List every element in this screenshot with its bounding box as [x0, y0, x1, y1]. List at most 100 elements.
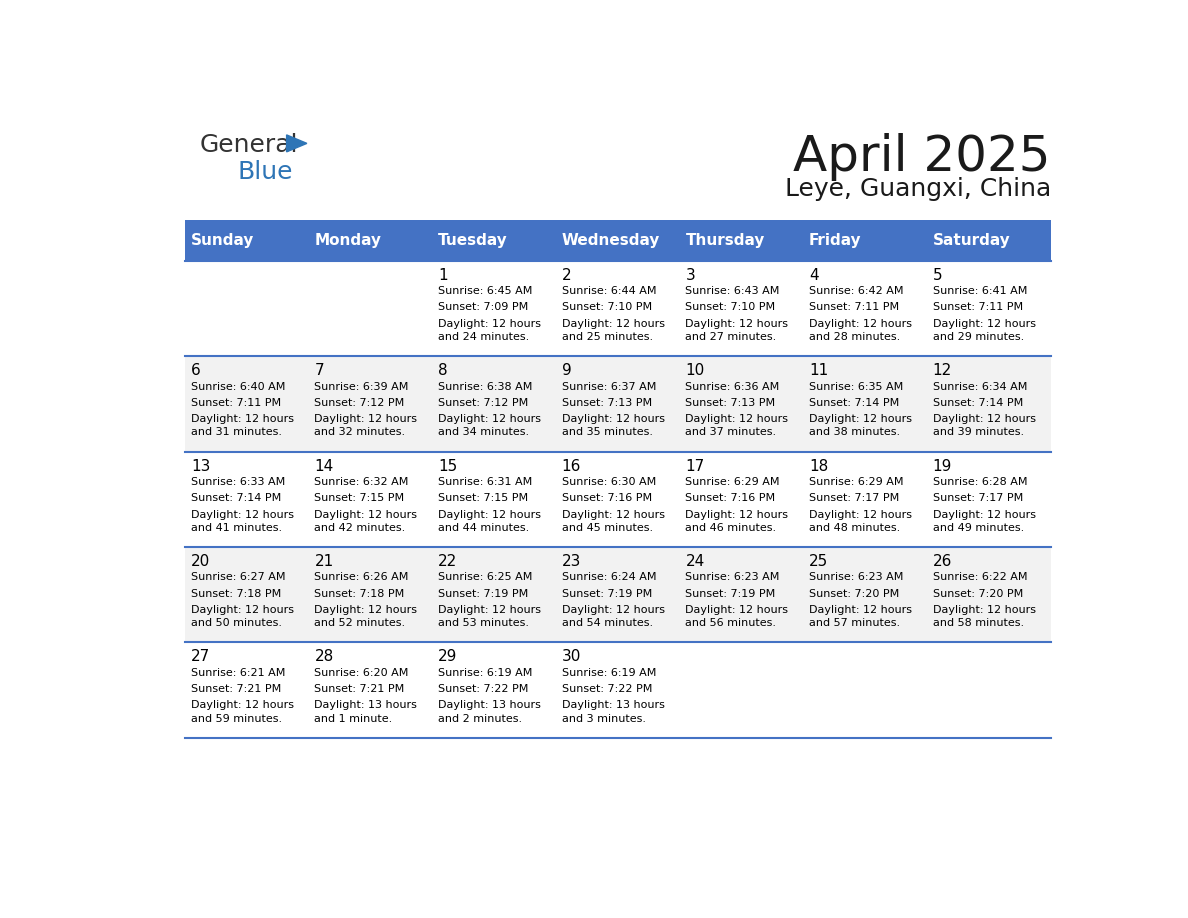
Text: Sunset: 7:19 PM: Sunset: 7:19 PM — [438, 588, 529, 599]
Text: Sunrise: 6:36 AM: Sunrise: 6:36 AM — [685, 382, 779, 392]
Polygon shape — [286, 135, 307, 151]
Bar — [185, 356, 1051, 452]
Text: Sunrise: 6:41 AM: Sunrise: 6:41 AM — [933, 286, 1028, 297]
Text: 4: 4 — [809, 268, 819, 283]
Text: Sunrise: 6:29 AM: Sunrise: 6:29 AM — [809, 477, 904, 487]
Text: 30: 30 — [562, 650, 581, 665]
Text: Daylight: 12 hours
and 52 minutes.: Daylight: 12 hours and 52 minutes. — [315, 605, 417, 628]
Text: Sunrise: 6:23 AM: Sunrise: 6:23 AM — [685, 573, 779, 582]
Text: Blue: Blue — [238, 160, 293, 184]
Text: Sunrise: 6:44 AM: Sunrise: 6:44 AM — [562, 286, 656, 297]
Text: Daylight: 13 hours
and 1 minute.: Daylight: 13 hours and 1 minute. — [315, 700, 417, 723]
Text: Daylight: 12 hours
and 35 minutes.: Daylight: 12 hours and 35 minutes. — [562, 414, 665, 437]
Text: Sunset: 7:13 PM: Sunset: 7:13 PM — [562, 397, 652, 408]
Text: Sunset: 7:18 PM: Sunset: 7:18 PM — [315, 588, 405, 599]
Text: Daylight: 12 hours
and 56 minutes.: Daylight: 12 hours and 56 minutes. — [685, 605, 789, 628]
Text: Sunset: 7:10 PM: Sunset: 7:10 PM — [685, 302, 776, 312]
Text: Sunrise: 6:43 AM: Sunrise: 6:43 AM — [685, 286, 779, 297]
Text: 12: 12 — [933, 364, 952, 378]
Text: Daylight: 12 hours
and 29 minutes.: Daylight: 12 hours and 29 minutes. — [933, 319, 1036, 341]
Text: Sunrise: 6:25 AM: Sunrise: 6:25 AM — [438, 573, 532, 582]
Text: Daylight: 12 hours
and 34 minutes.: Daylight: 12 hours and 34 minutes. — [438, 414, 541, 437]
Text: Sunset: 7:22 PM: Sunset: 7:22 PM — [562, 684, 652, 694]
Text: Daylight: 12 hours
and 31 minutes.: Daylight: 12 hours and 31 minutes. — [191, 414, 293, 437]
Text: Sunrise: 6:37 AM: Sunrise: 6:37 AM — [562, 382, 656, 392]
Text: Sunrise: 6:30 AM: Sunrise: 6:30 AM — [562, 477, 656, 487]
Text: Sunset: 7:16 PM: Sunset: 7:16 PM — [562, 493, 652, 503]
Text: Sunset: 7:21 PM: Sunset: 7:21 PM — [315, 684, 405, 694]
Text: 21: 21 — [315, 554, 334, 569]
Text: Sunday: Sunday — [191, 233, 254, 248]
Text: Daylight: 12 hours
and 28 minutes.: Daylight: 12 hours and 28 minutes. — [809, 319, 912, 341]
Text: Wednesday: Wednesday — [562, 233, 661, 248]
Text: Sunset: 7:17 PM: Sunset: 7:17 PM — [933, 493, 1023, 503]
Text: Saturday: Saturday — [933, 233, 1011, 248]
Text: 14: 14 — [315, 459, 334, 474]
Text: General: General — [200, 133, 298, 157]
Bar — [185, 261, 1051, 356]
Text: 7: 7 — [315, 364, 324, 378]
Text: Sunrise: 6:40 AM: Sunrise: 6:40 AM — [191, 382, 285, 392]
Text: Daylight: 12 hours
and 54 minutes.: Daylight: 12 hours and 54 minutes. — [562, 605, 665, 628]
Text: Friday: Friday — [809, 233, 861, 248]
Text: Daylight: 12 hours
and 46 minutes.: Daylight: 12 hours and 46 minutes. — [685, 509, 789, 532]
Text: Sunset: 7:14 PM: Sunset: 7:14 PM — [809, 397, 899, 408]
Text: Sunset: 7:13 PM: Sunset: 7:13 PM — [685, 397, 776, 408]
Text: 19: 19 — [933, 459, 952, 474]
Text: Daylight: 12 hours
and 45 minutes.: Daylight: 12 hours and 45 minutes. — [562, 509, 665, 532]
Text: Sunrise: 6:20 AM: Sunrise: 6:20 AM — [315, 668, 409, 677]
Text: 2: 2 — [562, 268, 571, 283]
Text: 10: 10 — [685, 364, 704, 378]
Text: Sunset: 7:10 PM: Sunset: 7:10 PM — [562, 302, 652, 312]
Text: 1: 1 — [438, 268, 448, 283]
Text: Sunrise: 6:28 AM: Sunrise: 6:28 AM — [933, 477, 1028, 487]
Text: Sunset: 7:14 PM: Sunset: 7:14 PM — [191, 493, 282, 503]
Text: 5: 5 — [933, 268, 942, 283]
Text: Daylight: 12 hours
and 25 minutes.: Daylight: 12 hours and 25 minutes. — [562, 319, 665, 341]
Text: Sunrise: 6:29 AM: Sunrise: 6:29 AM — [685, 477, 779, 487]
Text: Daylight: 13 hours
and 3 minutes.: Daylight: 13 hours and 3 minutes. — [562, 700, 664, 723]
Text: Sunrise: 6:31 AM: Sunrise: 6:31 AM — [438, 477, 532, 487]
Text: 25: 25 — [809, 554, 828, 569]
Bar — [185, 219, 1051, 261]
Text: Leye, Guangxi, China: Leye, Guangxi, China — [784, 177, 1051, 201]
Text: Thursday: Thursday — [685, 233, 765, 248]
Text: Sunset: 7:15 PM: Sunset: 7:15 PM — [438, 493, 529, 503]
Text: Sunrise: 6:19 AM: Sunrise: 6:19 AM — [562, 668, 656, 677]
Text: Daylight: 12 hours
and 48 minutes.: Daylight: 12 hours and 48 minutes. — [809, 509, 912, 532]
Text: 13: 13 — [191, 459, 210, 474]
Text: 15: 15 — [438, 459, 457, 474]
Text: Sunrise: 6:21 AM: Sunrise: 6:21 AM — [191, 668, 285, 677]
Text: Daylight: 12 hours
and 57 minutes.: Daylight: 12 hours and 57 minutes. — [809, 605, 912, 628]
Text: Sunset: 7:19 PM: Sunset: 7:19 PM — [562, 588, 652, 599]
Text: 23: 23 — [562, 554, 581, 569]
Text: 11: 11 — [809, 364, 828, 378]
Text: Sunrise: 6:22 AM: Sunrise: 6:22 AM — [933, 573, 1028, 582]
Text: Sunset: 7:16 PM: Sunset: 7:16 PM — [685, 493, 776, 503]
Text: Sunset: 7:22 PM: Sunset: 7:22 PM — [438, 684, 529, 694]
Text: Daylight: 12 hours
and 58 minutes.: Daylight: 12 hours and 58 minutes. — [933, 605, 1036, 628]
Text: Sunset: 7:11 PM: Sunset: 7:11 PM — [809, 302, 899, 312]
Text: Daylight: 12 hours
and 42 minutes.: Daylight: 12 hours and 42 minutes. — [315, 509, 417, 532]
Text: 6: 6 — [191, 364, 201, 378]
Text: Sunset: 7:12 PM: Sunset: 7:12 PM — [315, 397, 405, 408]
Text: 20: 20 — [191, 554, 210, 569]
Text: Sunrise: 6:23 AM: Sunrise: 6:23 AM — [809, 573, 903, 582]
Text: Monday: Monday — [315, 233, 381, 248]
Text: Sunrise: 6:27 AM: Sunrise: 6:27 AM — [191, 573, 285, 582]
Bar — [185, 452, 1051, 547]
Text: Sunrise: 6:42 AM: Sunrise: 6:42 AM — [809, 286, 904, 297]
Text: Daylight: 12 hours
and 59 minutes.: Daylight: 12 hours and 59 minutes. — [191, 700, 293, 723]
Text: 8: 8 — [438, 364, 448, 378]
Text: Sunset: 7:17 PM: Sunset: 7:17 PM — [809, 493, 899, 503]
Text: Sunrise: 6:26 AM: Sunrise: 6:26 AM — [315, 573, 409, 582]
Text: Sunrise: 6:32 AM: Sunrise: 6:32 AM — [315, 477, 409, 487]
Text: 22: 22 — [438, 554, 457, 569]
Text: Sunset: 7:20 PM: Sunset: 7:20 PM — [933, 588, 1023, 599]
Text: April 2025: April 2025 — [794, 133, 1051, 181]
Text: Sunrise: 6:38 AM: Sunrise: 6:38 AM — [438, 382, 532, 392]
Text: Sunset: 7:14 PM: Sunset: 7:14 PM — [933, 397, 1023, 408]
Text: 24: 24 — [685, 554, 704, 569]
Text: Sunrise: 6:39 AM: Sunrise: 6:39 AM — [315, 382, 409, 392]
Text: Tuesday: Tuesday — [438, 233, 508, 248]
